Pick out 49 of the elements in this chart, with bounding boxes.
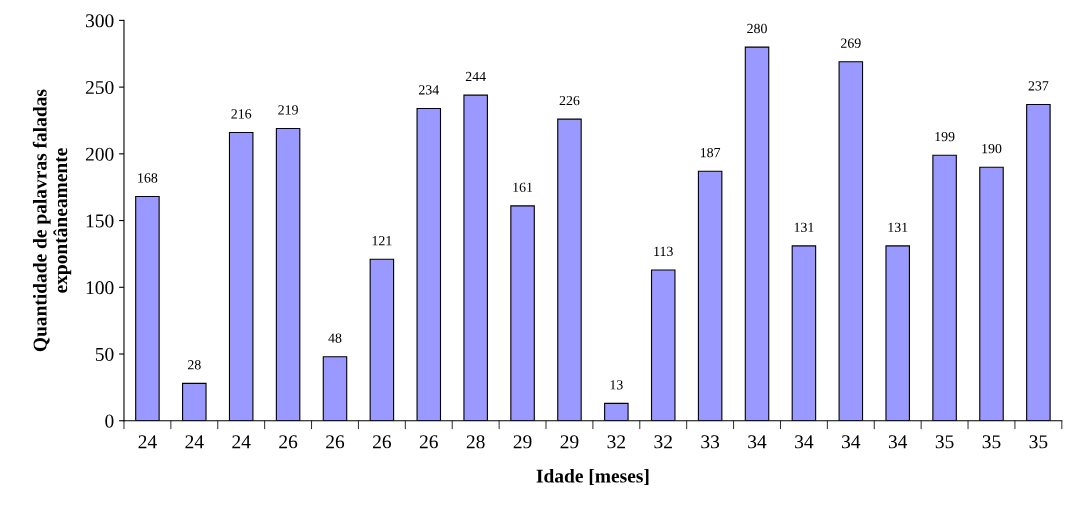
- data-label: 131: [794, 222, 814, 232]
- x-tick-label: 35: [1029, 435, 1048, 449]
- data-label: 168: [138, 173, 158, 183]
- x-tick-label: 35: [935, 435, 954, 449]
- x-tick-label: 28: [466, 435, 485, 449]
- x-tick-label: 26: [326, 435, 345, 449]
- data-label: 234: [418, 85, 439, 95]
- data-label: 48: [328, 333, 342, 343]
- x-tick-label: 26: [373, 435, 392, 449]
- data-label: 269: [841, 38, 861, 48]
- x-tick-label: 26: [419, 435, 438, 449]
- x-tick-label: 34: [842, 435, 861, 449]
- data-label: 226: [559, 95, 580, 106]
- data-label: 216: [231, 109, 252, 119]
- data-label: 219: [278, 105, 298, 115]
- x-tick-label: 24: [138, 435, 157, 449]
- data-label: 28: [187, 360, 201, 370]
- data-label: 280: [747, 23, 767, 34]
- x-tick-label: 26: [279, 435, 298, 449]
- y-axis-title: Quantidade de palavras faladas expontâneamente: [32, 89, 72, 352]
- x-tick-label: 34: [888, 435, 908, 449]
- y-tick-label: 100: [86, 281, 114, 295]
- x-axis-title: Idade [meses]: [536, 468, 649, 486]
- data-label: 131: [888, 222, 908, 232]
- data-label: 187: [700, 147, 721, 158]
- data-label: 113: [654, 246, 673, 257]
- y-tick-label: 0: [105, 414, 114, 428]
- x-tick-label: 32: [654, 435, 672, 449]
- x-tick-label: 35: [982, 435, 1001, 449]
- y-tick-label: 250: [85, 80, 114, 95]
- x-tick-label: 24: [185, 435, 204, 449]
- x-tick-label: 24: [232, 435, 251, 449]
- data-label: 199: [935, 131, 955, 142]
- data-label: 121: [372, 236, 392, 246]
- x-tick-label: 33: [701, 435, 720, 449]
- x-tick-label: 29: [513, 435, 532, 449]
- data-label: 244: [465, 71, 486, 82]
- y-tick-label: 300: [86, 14, 114, 28]
- x-tick-label: 34: [748, 435, 767, 449]
- data-label: 190: [982, 143, 1002, 154]
- x-tick-label: 32: [607, 435, 625, 449]
- y-tick-label: 150: [86, 214, 114, 228]
- x-tick-label: 29: [560, 435, 579, 449]
- data-label: 13: [610, 380, 623, 390]
- data-label: 237: [1028, 81, 1049, 91]
- data-label: 161: [513, 182, 533, 192]
- x-tick-label: 34: [795, 435, 814, 449]
- y-tick-label: 50: [95, 347, 114, 361]
- y-tick-label: 200: [85, 147, 114, 161]
